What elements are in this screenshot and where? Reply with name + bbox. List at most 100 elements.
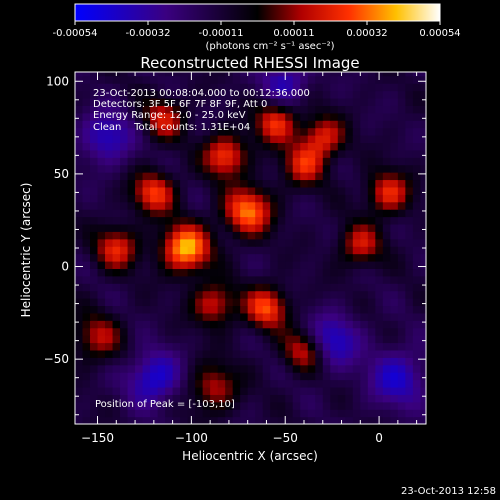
heatmap-cell (367, 298, 376, 307)
heatmap-cell (292, 157, 301, 166)
heatmap-cell (405, 416, 414, 424)
heatmap-cell (105, 127, 114, 136)
heatmap-cell (97, 223, 106, 232)
heatmap-cell (345, 298, 354, 307)
heatmap-cell (390, 349, 399, 358)
heatmap-cell (412, 298, 421, 307)
heatmap-cell (420, 105, 426, 114)
heatmap-cell (330, 253, 339, 262)
heatmap-cell (127, 223, 136, 232)
heatmap-cell (315, 201, 324, 210)
heatmap-cell (330, 342, 339, 351)
heatmap-cell (270, 72, 279, 77)
heatmap-cell (210, 409, 219, 418)
heatmap-cell (292, 149, 301, 158)
heatmap-cell (382, 97, 391, 106)
heatmap-cell (307, 401, 316, 410)
heatmap-cell (262, 246, 271, 255)
heatmap-cell (180, 386, 189, 395)
heatmap-cell (352, 134, 361, 143)
heatmap-cell (420, 246, 426, 255)
heatmap-cell (330, 298, 339, 307)
heatmap-cell (232, 320, 241, 329)
heatmap-cell (397, 320, 406, 329)
heatmap-cell (232, 327, 241, 336)
heatmap-cell (180, 149, 189, 158)
heatmap-cell (195, 290, 204, 299)
heatmap-cell (232, 216, 241, 225)
heatmap-cell (157, 97, 166, 106)
heatmap-cell (157, 120, 166, 129)
heatmap-cell (330, 75, 339, 84)
heatmap-cell (330, 283, 339, 292)
heatmap-cell (367, 164, 376, 173)
heatmap-cell (285, 342, 294, 351)
heatmap-cell (345, 401, 354, 410)
heatmap-cell (127, 231, 136, 240)
heatmap-cell (210, 83, 219, 92)
heatmap-cell (202, 216, 211, 225)
heatmap-cell (307, 305, 316, 314)
heatmap-cell (150, 231, 159, 240)
heatmap-cell (232, 364, 241, 373)
heatmap-cell (360, 335, 369, 344)
heatmap-cell (105, 209, 114, 218)
heatmap-cell (345, 394, 354, 403)
heatmap-cell (195, 209, 204, 218)
heatmap-cell (225, 83, 234, 92)
heatmap-cell (75, 357, 84, 366)
heatmap-cell (195, 157, 204, 166)
heatmap-cell (225, 305, 234, 314)
heatmap-cell (390, 157, 399, 166)
heatmap-cell (405, 409, 414, 418)
heatmap-cell (352, 120, 361, 129)
heatmap-cell (142, 364, 151, 373)
heatmap-cell (315, 364, 324, 373)
heatmap-cell (307, 97, 316, 106)
heatmap-cell (75, 216, 84, 225)
heatmap-cell (135, 164, 144, 173)
heatmap-cell (262, 327, 271, 336)
heatmap-cell (262, 335, 271, 344)
heatmap-cell (127, 246, 136, 255)
heatmap-cell (157, 149, 166, 158)
heatmap-cell (255, 335, 264, 344)
heatmap-cell (262, 120, 271, 129)
heatmap-cell (277, 209, 286, 218)
heatmap-cell (255, 134, 264, 143)
heatmap-cell (165, 164, 174, 173)
heatmap-cell (360, 157, 369, 166)
heatmap-cell (157, 194, 166, 203)
heatmap-cell (142, 253, 151, 262)
heatmap-cell (337, 90, 346, 99)
heatmap-cell (142, 97, 151, 106)
heatmap-cell (157, 186, 166, 195)
heatmap-cell (120, 142, 129, 151)
heatmap-cell (217, 268, 226, 277)
heatmap-cell (375, 186, 384, 195)
heatmap-cell (135, 364, 144, 373)
heatmap-cell (345, 268, 354, 277)
heatmap-cell (382, 157, 391, 166)
heatmap-cell (165, 149, 174, 158)
heatmap-cell (202, 72, 211, 77)
heatmap-cell (157, 179, 166, 188)
heatmap-cell (315, 149, 324, 158)
heatmap-cell (195, 298, 204, 307)
heatmap-cell (300, 238, 309, 247)
heatmap-cell (150, 164, 159, 173)
heatmap-cell (352, 238, 361, 247)
heatmap-cell (90, 349, 99, 358)
colorbar (74, 3, 441, 22)
heatmap-cell (157, 83, 166, 92)
heatmap-cell (315, 112, 324, 121)
heatmap-cell (142, 120, 151, 129)
heatmap-cell (277, 409, 286, 418)
heatmap-cell (97, 209, 106, 218)
heatmap-cell (180, 172, 189, 181)
heatmap-cell (375, 238, 384, 247)
heatmap-cell (270, 164, 279, 173)
heatmap-cell (292, 75, 301, 84)
heatmap-cell (240, 120, 249, 129)
heatmap-cell (397, 201, 406, 210)
